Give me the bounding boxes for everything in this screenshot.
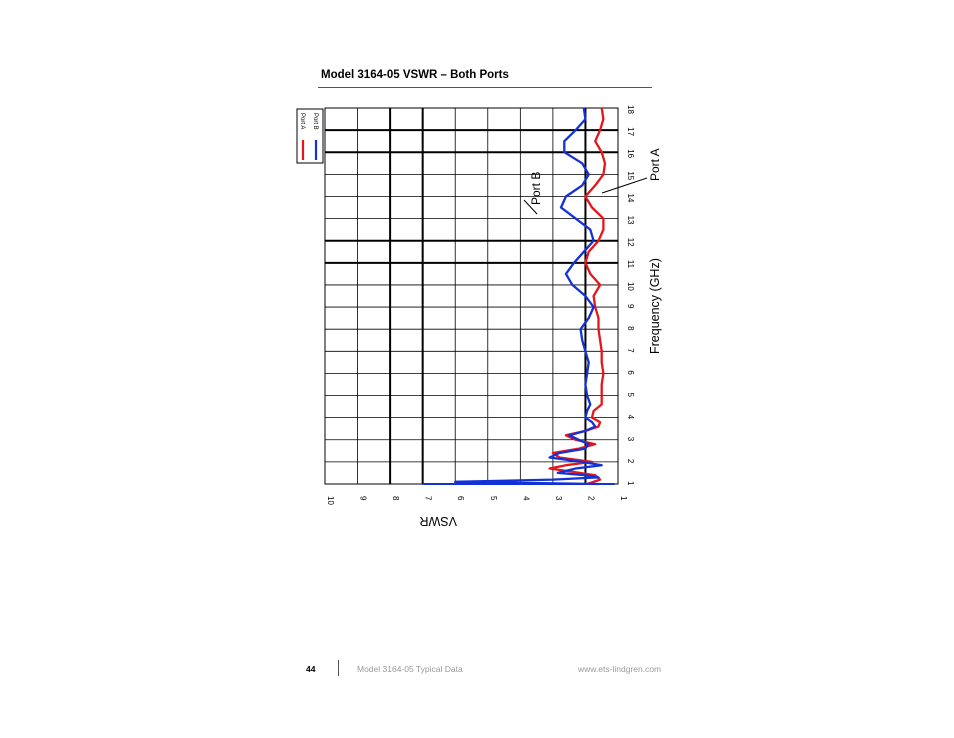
chart-legend: Port A Port B (296, 108, 324, 164)
y-tick-label: 7 (424, 496, 433, 501)
x-tick-label: 12 (626, 238, 635, 247)
y-tick-label: 4 (521, 496, 530, 501)
legend-label-port-b: Port B (312, 113, 318, 130)
y-axis-label: VSWR (420, 514, 458, 528)
page-title: Model 3164-05 VSWR – Both Ports (321, 69, 509, 81)
y-tick-label: 10 (326, 496, 335, 505)
x-tick-label: 18 (626, 105, 635, 114)
x-tick-label: 6 (626, 370, 635, 375)
y-tick-label: 6 (456, 496, 465, 501)
x-tick-label: 17 (626, 127, 635, 136)
x-tick-label: 3 (626, 437, 635, 442)
x-tick-label: 11 (626, 260, 635, 269)
x-tick-label: 13 (626, 216, 635, 225)
chart-annotations (523, 177, 648, 215)
footer-website: www.ets-lindgren.com (578, 664, 662, 674)
series-line-port-b (454, 107, 603, 486)
chart-series (422, 107, 615, 486)
y-tick-label: 2 (586, 496, 595, 501)
x-tick-label: 4 (626, 415, 635, 420)
annotation-port-a: Port A (648, 148, 662, 181)
footer-divider (338, 660, 339, 676)
title-divider (318, 87, 652, 88)
page-number: 44 (306, 664, 316, 674)
y-tick-label: 5 (489, 496, 498, 501)
plot-frame (324, 107, 619, 485)
x-tick-label: 1 (626, 481, 635, 486)
legend-label-port-a: Port A (299, 113, 305, 129)
y-tick-label: 3 (554, 496, 563, 501)
x-tick-label: 14 (626, 193, 635, 202)
x-tick-label: 15 (626, 171, 635, 180)
x-tick-label: 16 (626, 149, 635, 158)
x-tick-label: 9 (626, 304, 635, 309)
y-tick-label: 1 (619, 496, 628, 501)
x-tick-label: 7 (626, 348, 635, 353)
port-b-leader-line (523, 199, 538, 215)
x-axis-label: Frequency (GHz) (648, 258, 662, 354)
footer-doc-name: Model 3164-05 Typical Data (357, 664, 463, 674)
x-tick-label: 2 (626, 459, 635, 464)
y-tick-label: 9 (359, 496, 368, 501)
y-tick-label: 8 (391, 496, 400, 501)
annotation-port-b: Port B (529, 172, 543, 205)
x-tick-label: 10 (626, 282, 635, 291)
port-a-leader-line (601, 177, 648, 194)
x-tick-label: 8 (626, 326, 635, 331)
x-tick-label: 5 (626, 393, 635, 398)
legend-box (296, 108, 324, 164)
chart-grid (324, 107, 619, 485)
